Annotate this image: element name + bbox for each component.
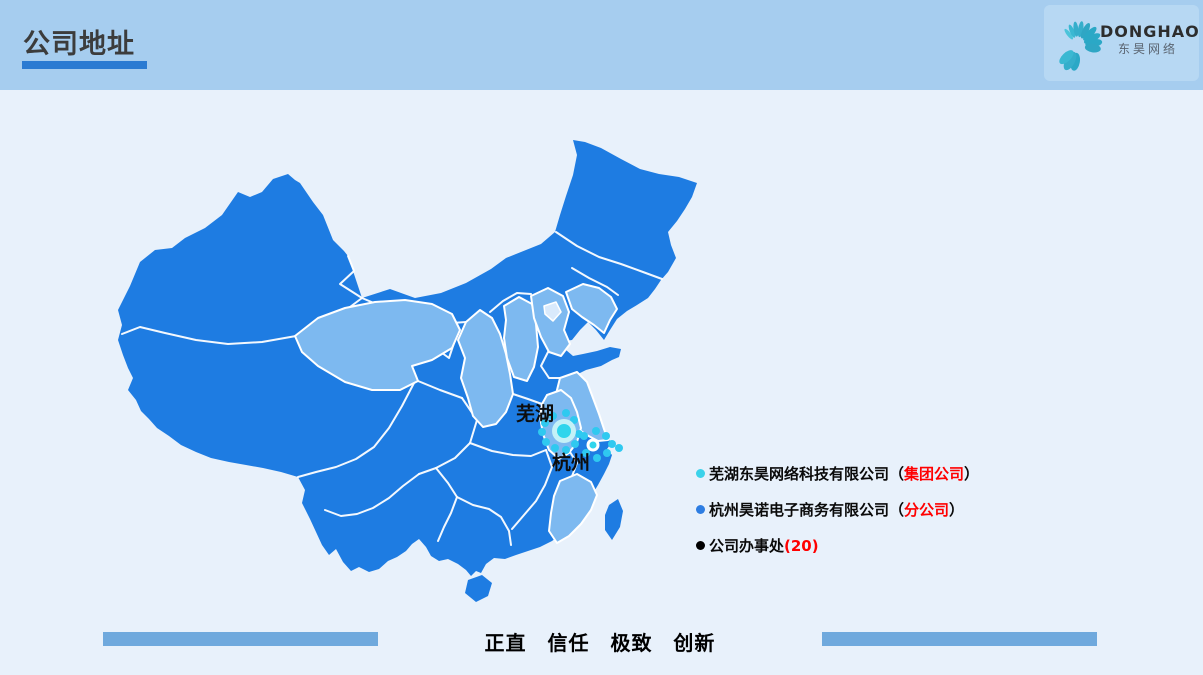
office-dot (551, 444, 559, 452)
black-dot-icon (696, 540, 705, 550)
wuhu-label: 芜湖 (516, 402, 554, 425)
wuhu-marker (552, 419, 576, 443)
footer-bar-left (103, 632, 378, 646)
header-band: 公司地址 DONGH (0, 0, 1203, 90)
island-hainan (465, 575, 492, 602)
office-dot (582, 449, 590, 457)
office-dot (592, 427, 600, 435)
legend: 芜湖东昊网络科技有限公司（集团公司） 杭州昊诺电子商务有限公司（分公司） 公司办… (696, 462, 979, 570)
hangzhou-marker (586, 438, 600, 452)
legend-item-label: 芜湖东昊网络科技有限公司（集团公司） (709, 464, 980, 483)
page-title: 公司地址 (23, 29, 135, 60)
legend-item-label: 公司办事处(20) (709, 536, 819, 555)
office-dots-zhejiang (580, 427, 623, 462)
highlighted-provinces (294, 283, 618, 544)
legend-item-group-company: 芜湖东昊网络科技有限公司（集团公司） (696, 462, 979, 484)
province-fujian (548, 473, 598, 544)
hangzhou-label: 杭州 (552, 451, 590, 474)
cyan-dot-icon (696, 468, 705, 478)
legend-item-offices: 公司办事处(20) (696, 534, 979, 556)
office-dot (562, 446, 570, 454)
office-dot (603, 449, 611, 457)
province-beijing (543, 301, 562, 322)
province-liaoning (565, 283, 618, 334)
office-dot (562, 409, 570, 417)
office-dot (602, 432, 610, 440)
office-dot (541, 419, 549, 427)
office-dot (593, 454, 601, 462)
office-dot (615, 444, 623, 452)
office-dot (608, 440, 616, 448)
province-shanxi (503, 296, 539, 382)
office-dot (580, 432, 588, 440)
legend-item-label: 杭州昊诺电子商务有限公司（分公司） (709, 500, 965, 519)
logo-subtitle: 东昊网络 (1117, 42, 1178, 56)
province-hebei (530, 287, 571, 357)
province-qinghai (294, 299, 461, 391)
office-dots-anhui (538, 409, 583, 454)
title-underline (22, 61, 147, 69)
office-dot (549, 412, 557, 420)
logo-panel: DONGHAO 东昊网络 (1044, 5, 1199, 81)
footer-bar-right (822, 632, 1097, 646)
office-dot (538, 428, 546, 436)
island-taiwan (605, 499, 623, 540)
blue-dot-icon (696, 504, 705, 514)
office-dot (542, 438, 550, 446)
logo-brand: DONGHAO (1100, 22, 1200, 41)
legend-item-branch-company: 杭州昊诺电子商务有限公司（分公司） (696, 498, 979, 520)
office-dot (570, 416, 578, 424)
logo-text: DONGHAO 东昊网络 (1100, 22, 1200, 57)
office-dot (571, 440, 579, 448)
province-shaanxi (457, 309, 514, 428)
donghao-fan-icon (1059, 21, 1103, 71)
company-motto: 正直 信任 极致 创新 (484, 631, 716, 655)
